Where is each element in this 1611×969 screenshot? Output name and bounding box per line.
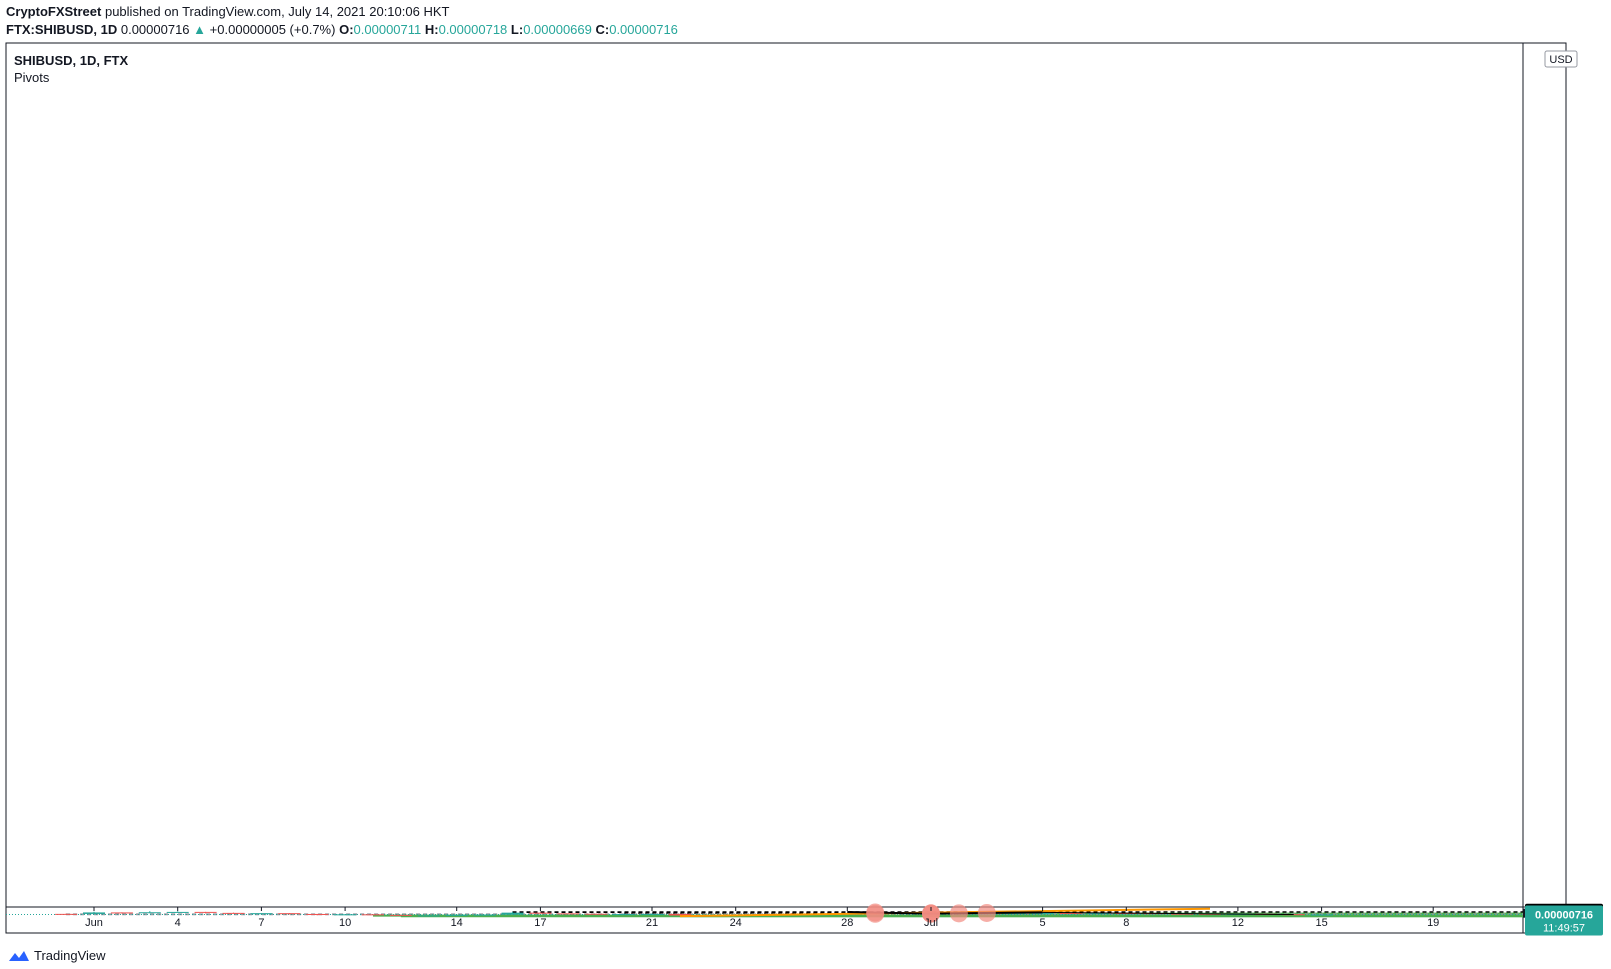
countdown-label: 11:49:57	[1543, 923, 1585, 935]
legend-indicator[interactable]: Pivots	[14, 70, 50, 85]
candle-body	[641, 913, 663, 915]
footer-brand-label: TradingView	[34, 948, 106, 963]
time-tick-label: 19	[1427, 917, 1439, 929]
candle-body	[445, 914, 468, 916]
time-tick-label: 14	[451, 917, 463, 929]
currency-label: USD	[1549, 54, 1572, 66]
ohlc-last: 0.00000716	[120, 22, 190, 37]
last-price-badge	[1525, 905, 1603, 936]
signal-marker	[977, 903, 996, 922]
ohlc-low-label: L:	[510, 22, 524, 37]
candle-body	[668, 913, 691, 916]
ohlc-close-label: C:	[595, 22, 610, 37]
publish-info: CryptoFXStreet published on TradingView.…	[6, 4, 449, 19]
trendline-black-downtrend	[1042, 911, 1294, 916]
candle-body	[585, 913, 608, 915]
trendline-orange-uptrend	[679, 907, 1211, 918]
signal-marker	[866, 904, 885, 923]
time-tick-label: 17	[534, 917, 546, 929]
time-tick-label: 5	[1040, 917, 1046, 929]
legend-title: SHIBUSD, 1D, FTX	[14, 53, 129, 68]
time-tick-label: 7	[258, 917, 264, 929]
candle-body	[557, 913, 580, 915]
ohlc-open: 0.00000711	[353, 22, 422, 37]
time-tick-label: 15	[1315, 917, 1327, 929]
time-tick-label: Jul	[924, 917, 938, 929]
publisher-name[interactable]: CryptoFXStreet	[6, 4, 102, 19]
candle-body	[501, 912, 524, 915]
candle-body	[83, 912, 105, 914]
ohlc-close: 0.00000716	[609, 22, 678, 37]
ohlc-symbol: FTX:SHIBUSD, 1D	[6, 22, 118, 37]
candle-body	[1031, 912, 1054, 914]
signal-marker	[922, 904, 940, 923]
time-tick-label: 21	[646, 917, 658, 929]
time-tick-label: 8	[1123, 917, 1129, 929]
ohlc-bar: FTX:SHIBUSD, 1D 0.00000716 ▲ +0.00000005…	[6, 22, 678, 37]
footer-brand[interactable]: TradingView	[8, 948, 106, 963]
candle-body	[1171, 913, 1194, 915]
ohlc-high: 0.00000718	[438, 22, 508, 37]
candle-body	[613, 914, 636, 916]
candle-body	[1059, 912, 1082, 914]
time-tick-label: 4	[175, 917, 181, 929]
time-tick-label: Jun	[85, 917, 103, 929]
candle-body	[1282, 914, 1305, 916]
candle-body	[250, 913, 273, 915]
time-tick-label: 12	[1232, 917, 1244, 929]
ohlc-change: +0.00000005 (+0.7%)	[209, 22, 336, 37]
candle-body	[473, 914, 496, 916]
candle-body	[1310, 914, 1333, 916]
tradingview-logo-icon	[9, 950, 29, 961]
chart-legend: SHIBUSD, 1D, FTX Pivots	[14, 52, 128, 86]
candle-body	[306, 913, 329, 915]
ohlc-low: 0.00000669	[523, 22, 592, 37]
candle-body	[138, 912, 161, 914]
time-axis[interactable]: Jun 4 7 10 14 17 21 24 28 Jul 5 8 12 15 19	[85, 907, 1439, 929]
ohlc-high-label: H:	[424, 22, 439, 37]
marker-layer	[866, 903, 996, 923]
candle-body	[389, 914, 412, 916]
candle-body	[110, 912, 133, 914]
currency-badge: USD	[1544, 50, 1578, 68]
candle-body	[1087, 912, 1110, 914]
signal-marker	[949, 904, 968, 923]
publish-text: published on TradingView.com, July 14, 2…	[101, 4, 450, 19]
candle-body	[362, 914, 384, 916]
candle-body	[334, 914, 357, 916]
candle-body	[222, 912, 245, 914]
time-tick-label: 24	[730, 917, 742, 929]
time-tick-label: 10	[339, 917, 351, 929]
candle-body	[166, 911, 189, 913]
candle-body	[55, 913, 78, 915]
time-tick-label: 28	[841, 917, 853, 929]
up-arrow-icon: ▲	[193, 22, 207, 37]
candle-body	[278, 913, 301, 915]
chart-frame	[5, 42, 1567, 934]
candle-body	[529, 912, 552, 914]
ohlc-open-label: O:	[339, 22, 354, 37]
price-axis[interactable]: 0.000012500.000012000.000011500.00001100…	[1523, 903, 1603, 936]
candle-body	[194, 911, 217, 913]
last-price-label: 0.00000716	[1535, 910, 1593, 922]
candle-body	[417, 915, 440, 917]
